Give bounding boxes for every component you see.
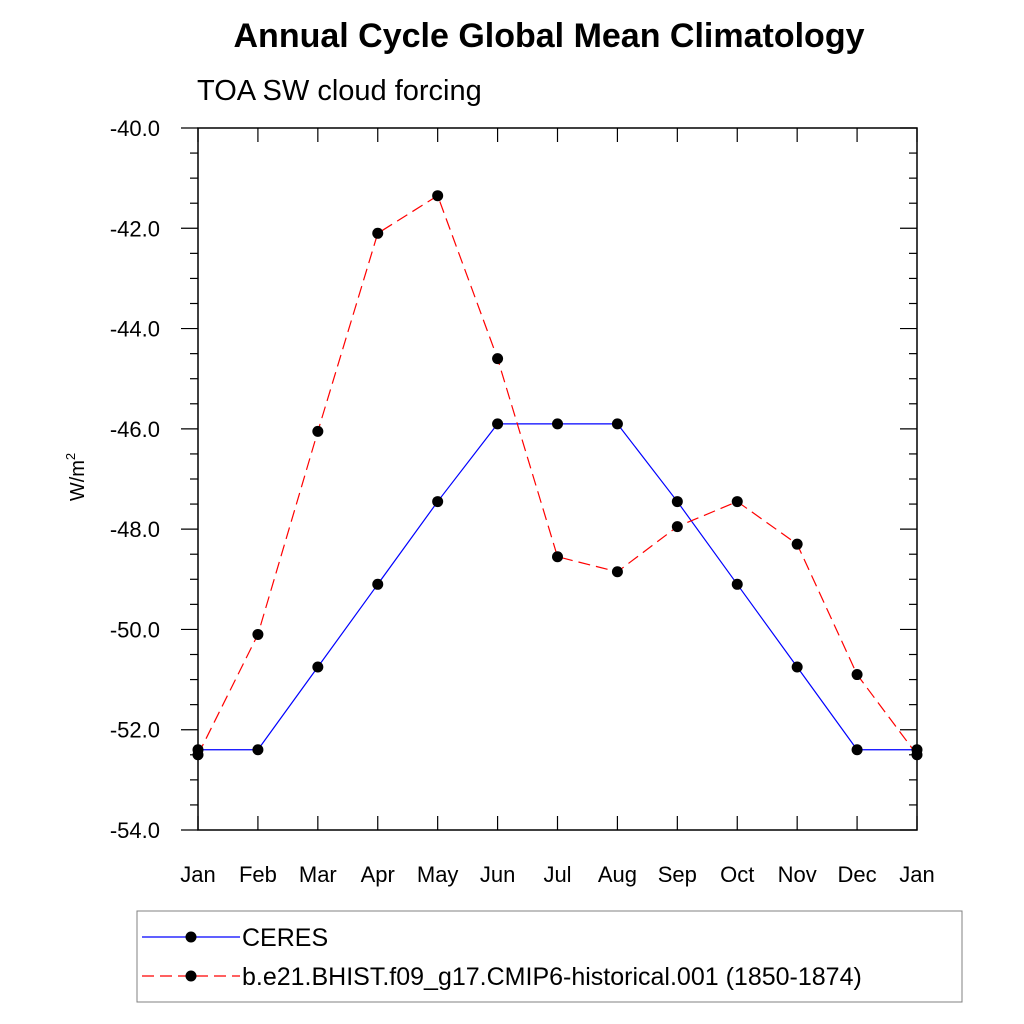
data-point-series-1	[671, 521, 683, 533]
x-tick-label: Aug	[598, 862, 637, 887]
chart-title: Annual Cycle Global Mean Climatology	[234, 17, 865, 55]
plot-frame	[197, 127, 918, 831]
legend: CERES b.e21.BHIST.f09_g17.CMIP6-historic…	[136, 910, 963, 1003]
data-point-series-1	[851, 669, 863, 681]
data-point-series-0	[731, 578, 743, 590]
series-line-0	[198, 423, 917, 751]
data-point-series-1	[372, 227, 384, 239]
data-point-series-0	[791, 661, 803, 673]
y-tick-label: -52.0	[110, 718, 160, 743]
x-tick-label: May	[417, 862, 459, 887]
data-point-series-1	[192, 749, 204, 761]
y-tick-label: -50.0	[110, 617, 160, 642]
data-point-series-1	[911, 749, 923, 761]
y-tick-label: -48.0	[110, 517, 160, 542]
data-point-series-1	[611, 566, 623, 578]
data-point-series-1	[731, 496, 743, 508]
data-point-series-0	[312, 661, 324, 673]
x-tick-label: Jun	[480, 862, 515, 887]
legend-entry-ceres: CERES	[142, 924, 328, 952]
y-tick-label: -54.0	[110, 818, 160, 843]
x-tick-label: Sep	[658, 862, 697, 887]
data-point-series-1	[312, 425, 324, 437]
y-tick-label: -40.0	[110, 116, 160, 141]
data-point-series-0	[432, 496, 444, 508]
axis-ticks	[181, 127, 918, 831]
y-tick-label: -44.0	[110, 317, 160, 342]
series-layer	[192, 190, 923, 761]
y-axis-label-exponent: 2	[63, 453, 78, 460]
data-point-series-0	[372, 578, 384, 590]
x-tick-label: Dec	[838, 862, 877, 887]
legend-label-model: b.e21.BHIST.f09_g17.CMIP6-historical.001…	[242, 963, 862, 991]
data-point-series-1	[432, 190, 444, 202]
data-point-series-1	[252, 628, 264, 640]
data-point-series-1	[492, 353, 504, 365]
x-tick-label: Apr	[361, 862, 395, 887]
data-point-series-0	[252, 744, 264, 756]
x-tick-label: Jul	[543, 862, 571, 887]
series-line-1	[197, 194, 918, 756]
x-tick-label: Jan	[899, 862, 934, 887]
y-tick-label: -42.0	[110, 216, 160, 241]
data-point-series-1	[552, 551, 563, 563]
legend-label-ceres: CERES	[242, 924, 328, 952]
legend-box	[136, 910, 963, 1003]
chart-subtitle: TOA SW cloud forcing	[197, 75, 482, 107]
x-tick-label: Jan	[180, 862, 215, 887]
x-tick-label: Nov	[778, 862, 817, 887]
legend-marker-model	[185, 970, 197, 982]
data-point-series-0	[851, 744, 863, 756]
x-tick-label: Oct	[720, 862, 754, 887]
x-tick-label: Mar	[299, 862, 337, 887]
data-point-series-0	[552, 418, 563, 430]
y-axis-label: W/m2	[63, 453, 89, 501]
plot-area	[197, 127, 918, 831]
legend-marker-ceres	[185, 931, 197, 943]
data-point-series-0	[671, 496, 683, 508]
y-tick-label: -46.0	[110, 417, 160, 442]
data-point-series-0	[492, 418, 504, 430]
data-point-series-1	[791, 538, 803, 550]
y-axis-label-unit: W/m	[67, 460, 89, 501]
data-point-series-0	[611, 418, 623, 430]
x-tick-label: Feb	[239, 862, 277, 887]
y-axis-tick-labels: -40.0 -42.0 -44.0 -46.0 -48.0 -50.0 -52.0 -54.0	[110, 116, 160, 843]
x-axis-tick-labels: Jan Feb Mar Apr May Jun Jul Aug Sep Oct Nov Dec Jan	[180, 862, 934, 887]
legend-entry-model: b.e21.BHIST.f09_g17.CMIP6-historical.001…	[142, 963, 862, 991]
